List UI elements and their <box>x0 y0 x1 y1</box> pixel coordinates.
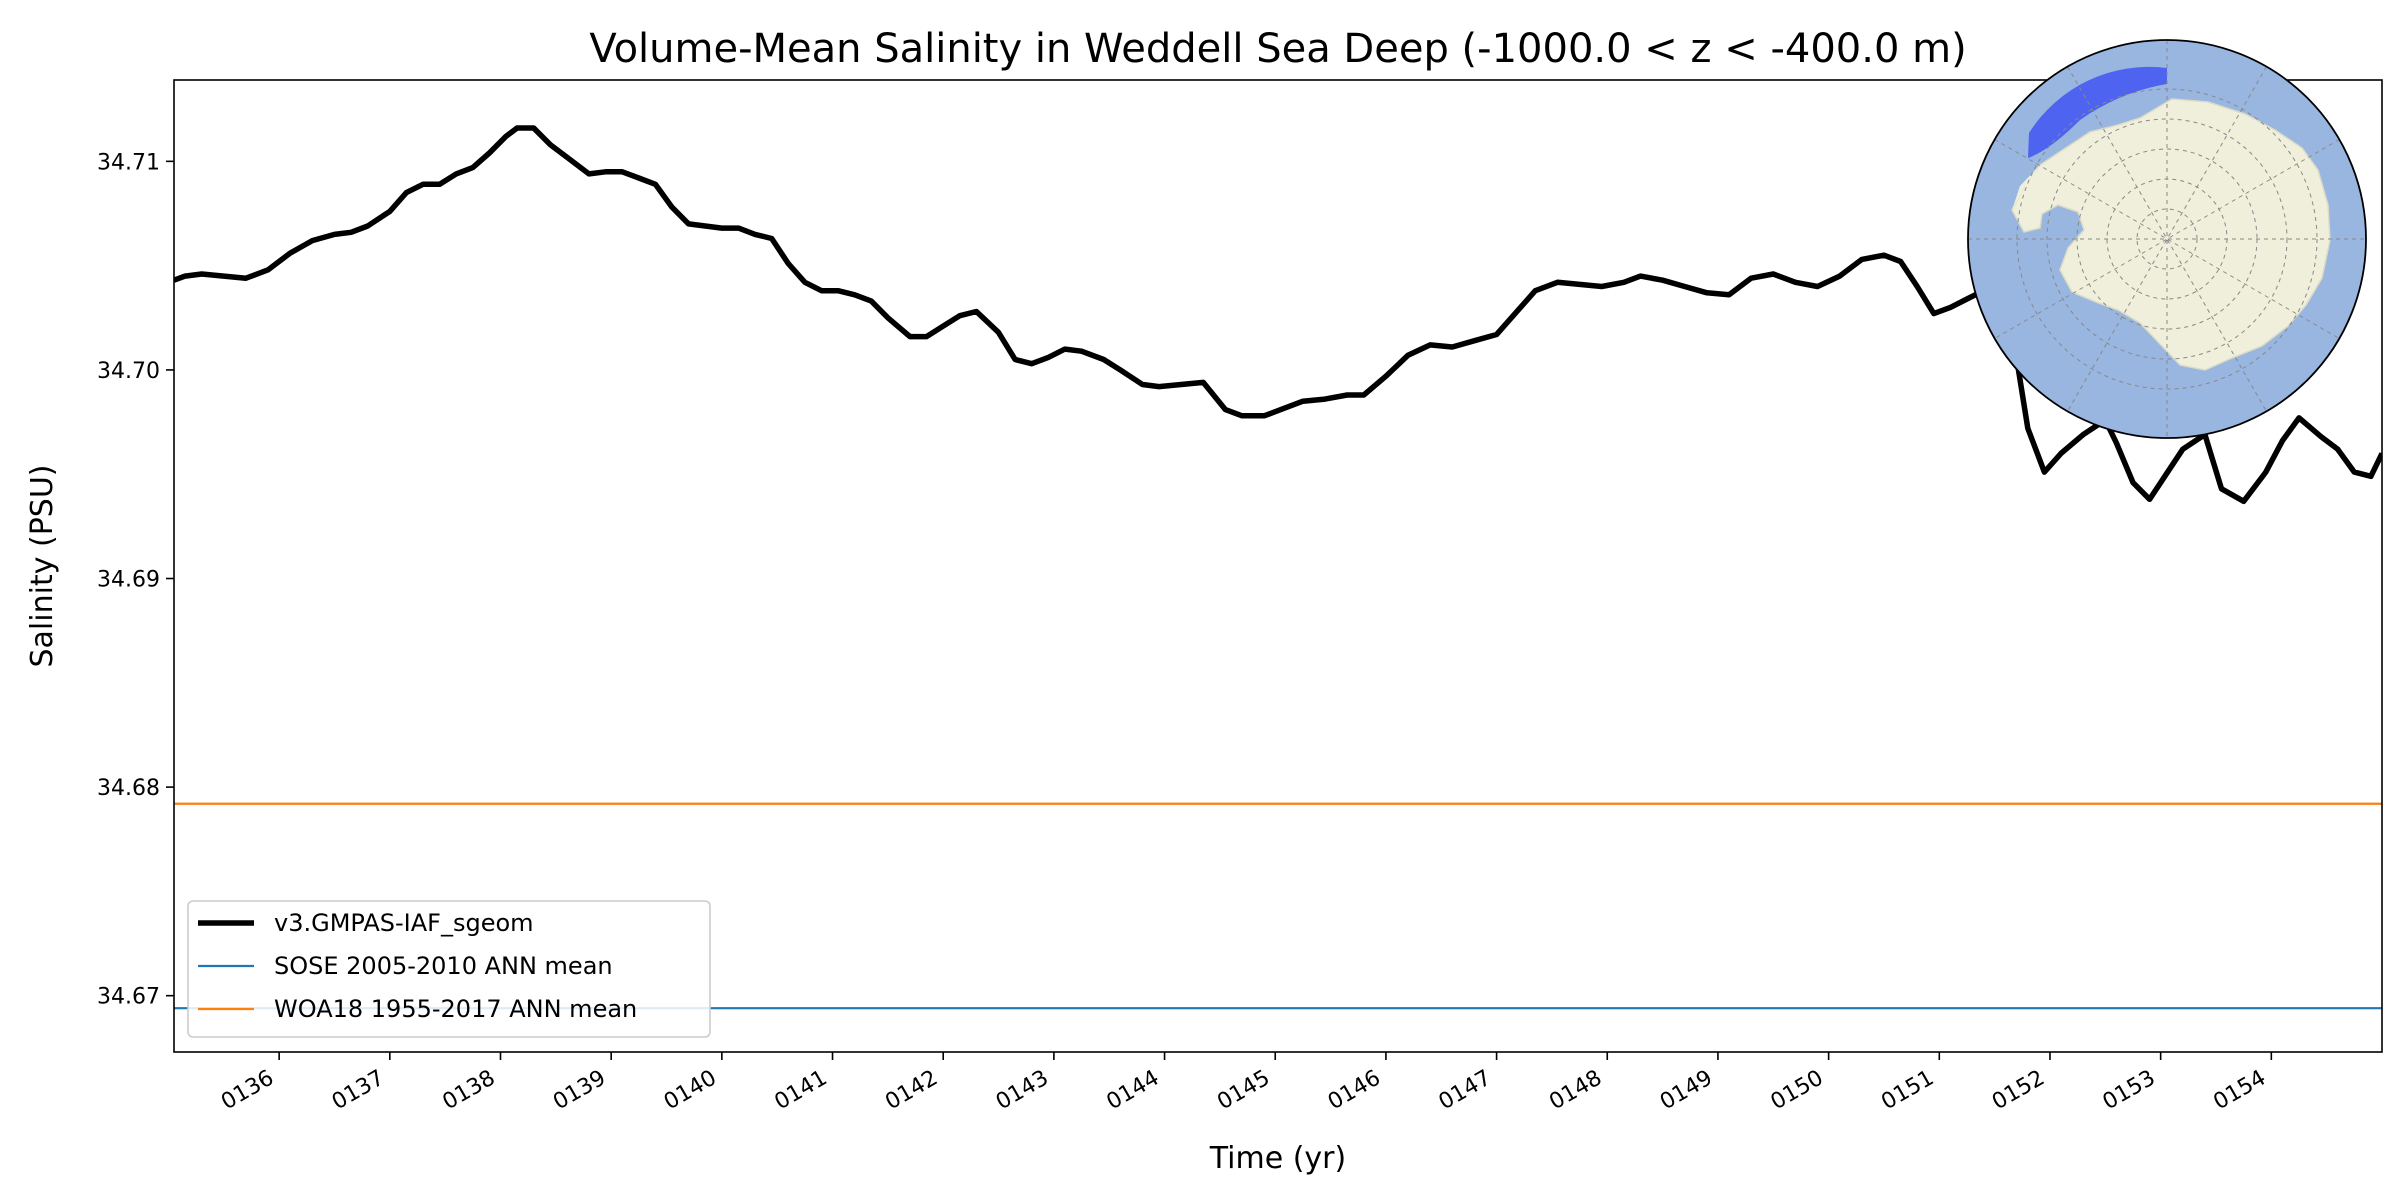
x-tick-label: 0144 <box>1103 1066 1164 1116</box>
map-meridian-line <box>1994 139 2340 339</box>
map-border <box>1967 39 2367 439</box>
x-tick-label: 0151 <box>1877 1066 1938 1116</box>
x-tick-label: 0136 <box>217 1066 278 1116</box>
x-axis: 0136 0137 0138 0139 0140 0141 0142 0143 0144 0145… <box>217 1052 2273 1116</box>
map-latitude-line <box>2136 208 2198 270</box>
y-tick-label: 34.68 <box>97 776 160 801</box>
x-tick-label: 0142 <box>881 1066 942 1116</box>
legend-label: v3.GMPAS-IAF_sgeom <box>274 909 534 937</box>
map-meridian-line <box>2067 66 2267 412</box>
x-tick-label: 0149 <box>1656 1066 1717 1116</box>
map-meridian-line <box>2067 66 2267 412</box>
x-tick-label: 0152 <box>1988 1066 2049 1116</box>
y-tick-label: 34.70 <box>97 359 160 384</box>
x-tick-label: 0146 <box>1324 1066 1385 1116</box>
x-tick-label: 0153 <box>2099 1066 2160 1116</box>
map-latitude-line <box>2046 118 2288 360</box>
chart-title: Volume-Mean Salinity in Weddell Sea Deep… <box>589 26 1966 72</box>
legend-box <box>187 900 711 1038</box>
x-tick-label: 0143 <box>992 1066 1053 1116</box>
y-tick-label: 34.67 <box>97 985 160 1010</box>
x-tick-label: 0145 <box>1213 1066 1274 1116</box>
legend: v3.GMPAS-IAF_sgeom SOSE 2005-2010 ANN mea… <box>187 900 711 1038</box>
x-tick-label: 0137 <box>328 1066 389 1116</box>
legend-label: SOSE 2005-2010 ANN mean <box>274 952 613 980</box>
legend-label: WOA18 1955-2017 ANN mean <box>274 995 637 1023</box>
x-tick-label: 0148 <box>1545 1066 1606 1116</box>
x-tick-label: 0139 <box>549 1066 610 1116</box>
map-meridian-line <box>1994 139 2340 339</box>
x-tick-label: 0147 <box>1435 1066 1496 1116</box>
antarctica-landmass <box>2011 98 2331 371</box>
inset-map-antarctica <box>1967 39 2367 439</box>
weddell-sea-region <box>2028 66 2167 158</box>
y-axis-title: Salinity (PSU) <box>25 465 60 668</box>
x-tick-label: 0154 <box>2209 1066 2270 1116</box>
y-tick-label: 34.71 <box>97 150 160 175</box>
x-tick-label: 0140 <box>660 1066 721 1116</box>
plot-frame <box>173 79 2383 1053</box>
series-line-0 <box>174 125 2382 505</box>
y-tick-label: 34.69 <box>97 568 160 593</box>
x-tick-label: 0141 <box>771 1066 832 1116</box>
x-tick-label: 0150 <box>1767 1066 1828 1116</box>
x-tick-label: 0138 <box>438 1066 499 1116</box>
x-axis-title: Time (yr) <box>1209 1141 1346 1176</box>
y-axis: 34.67 34.68 34.69 34.70 34.71 <box>97 150 174 1010</box>
